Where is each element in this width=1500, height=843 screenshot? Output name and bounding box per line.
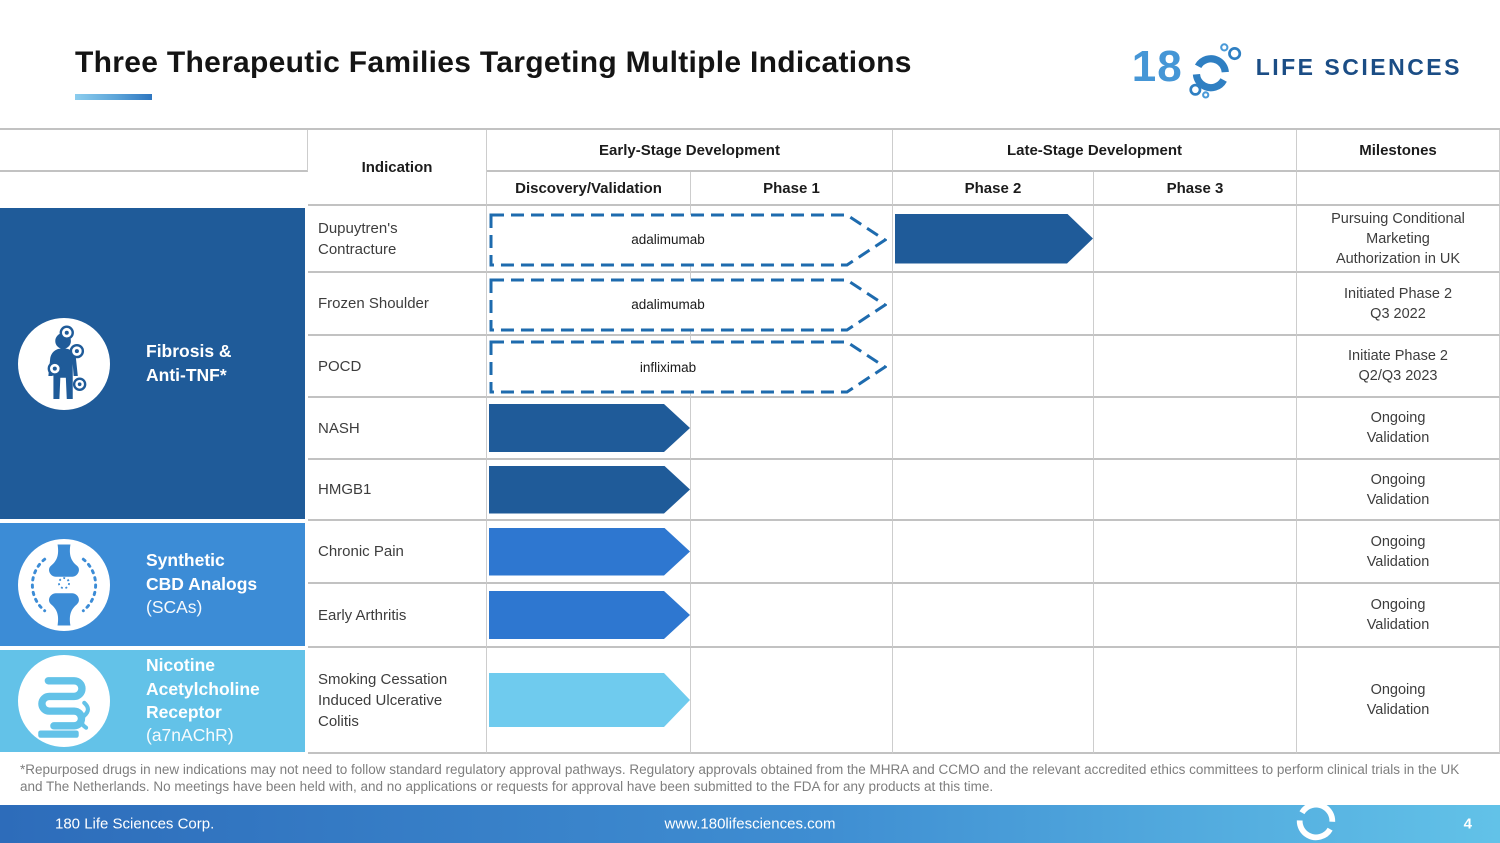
- drug-label: infliximab: [639, 359, 697, 375]
- dashed-arrow-overlay: adalimumab: [489, 273, 893, 336]
- indication-cell: NASH: [308, 398, 487, 460]
- family-block-fibrosis-anti-tnf: Fibrosis & Anti-TNF*: [0, 208, 305, 519]
- joint-icon: [18, 538, 110, 631]
- footnote-text: *Repurposed drugs in new indications may…: [20, 762, 1460, 794]
- column-header-discovery-validation: Discovery/Validation: [487, 172, 691, 206]
- pipeline-cell: [691, 460, 893, 521]
- page-title: Three Therapeutic Families Targeting Mul…: [75, 46, 912, 79]
- indication-cell: Chronic Pain: [308, 521, 487, 584]
- discovery-progress-arrow: [489, 466, 690, 514]
- milestone-cell: Initiated Phase 2 Q3 2022: [1297, 273, 1500, 336]
- milestone-cell: Ongoing Validation: [1297, 398, 1500, 460]
- milestone-cell: Ongoing Validation: [1297, 521, 1500, 584]
- company-logo: 18 LIFE SCIENCES: [1132, 34, 1462, 100]
- family-label-line: Anti-TNF*: [146, 364, 227, 385]
- pipeline-cell: [1094, 584, 1297, 648]
- family-label-line: (SCAs): [146, 597, 203, 618]
- dashed-pipeline-arrow-icon: [489, 278, 887, 331]
- footer-company-name: 180 Life Sciences Corp.: [55, 815, 215, 833]
- pipeline-cell: [691, 398, 893, 460]
- pipeline-table: Indication Early-Stage Development Late-…: [0, 128, 1500, 754]
- family-label-fibrosis: Fibrosis & Anti-TNF*: [146, 340, 232, 387]
- pipeline-cell: [1094, 273, 1297, 336]
- column-header-milestones: Milestones: [1297, 130, 1500, 172]
- pipeline-cell: [1094, 648, 1297, 754]
- indication-cell: Smoking Cessation Induced Ulcerative Col…: [308, 648, 487, 754]
- logo-18-text: 18: [1131, 42, 1183, 91]
- drug-label: adalimumab: [631, 297, 705, 312]
- dashed-arrow-overlay: infliximab: [489, 336, 893, 398]
- title-underline-accent: [75, 94, 152, 100]
- pipeline-cell: [487, 398, 691, 460]
- column-header-phase3: Phase 3: [1094, 172, 1297, 206]
- family-label-line: Receptor: [146, 702, 222, 722]
- pipeline-cell: [691, 648, 893, 754]
- dashed-arrow-overlay: adalimumab: [489, 206, 893, 273]
- pipeline-cell: [1094, 521, 1297, 584]
- pipeline-cell: [487, 584, 691, 648]
- indication-cell: POCD: [308, 336, 487, 398]
- milestone-cell: Ongoing Validation: [1297, 648, 1500, 754]
- family-label-line: Fibrosis &: [146, 341, 232, 362]
- pipeline-cell: [487, 521, 691, 584]
- indication-cell: Early Arthritis: [308, 584, 487, 648]
- dashed-pipeline-arrow-icon: [489, 213, 887, 266]
- pipeline-cell: [893, 273, 1094, 336]
- family-label-scas: Synthetic CBD Analogs (SCAs): [146, 549, 257, 619]
- column-header-indication: Indication: [308, 130, 487, 206]
- milestone-cell: Initiate Phase 2 Q2/Q3 2023: [1297, 336, 1500, 398]
- pipeline-cell: [691, 521, 893, 584]
- pipeline-cell: [1094, 206, 1297, 273]
- page-number: 4: [1463, 815, 1472, 833]
- pipeline-cell: [893, 584, 1094, 648]
- column-header-phase1: Phase 1: [691, 172, 893, 206]
- discovery-progress-arrow: [489, 528, 690, 576]
- family-label-line: Nicotine: [146, 655, 216, 676]
- footer-swirl-logo-icon: [1296, 801, 1336, 841]
- pipeline-cell: [893, 648, 1094, 754]
- body-targets-icon: [18, 317, 110, 410]
- milestone-cell: Pursuing Conditional Marketing Authoriza…: [1297, 206, 1500, 273]
- column-header-milestones-spacer: [1297, 172, 1500, 206]
- column-header-late-stage: Late-Stage Development: [893, 130, 1297, 172]
- discovery-progress-arrow: [489, 591, 690, 639]
- pipeline-cell: [893, 336, 1094, 398]
- family-label-line: Synthetic: [146, 550, 225, 571]
- pipeline-cell: [1094, 336, 1297, 398]
- pipeline-cell: [487, 648, 691, 754]
- pipeline-cell: [1094, 398, 1297, 460]
- family-label-nachr: Nicotine Acetylcholine Receptor (a7nAChR…: [146, 654, 260, 748]
- column-header-phase2: Phase 2: [893, 172, 1094, 206]
- footer-website: www.180lifesciences.com: [664, 815, 836, 833]
- milestone-cell: Ongoing Validation: [1297, 584, 1500, 648]
- logo-zero-bubbles-icon: [1189, 43, 1241, 99]
- pipeline-cell: [691, 584, 893, 648]
- pipeline-cell: [893, 521, 1094, 584]
- family-label-line: Acetylcholine: [146, 678, 260, 699]
- discovery-progress-arrow: [489, 673, 690, 727]
- dashed-pipeline-arrow-icon: [489, 340, 887, 394]
- logo-company-name: LIFE SCIENCES: [1255, 53, 1462, 80]
- milestone-cell: Ongoing Validation: [1297, 460, 1500, 521]
- pipeline-cell: [893, 206, 1094, 273]
- phase2-progress-arrow: [895, 214, 1093, 264]
- family-block-synthetic-cbd-analogs: Synthetic CBD Analogs (SCAs): [0, 523, 305, 646]
- family-label-line: CBD Analogs: [146, 573, 258, 594]
- discovery-progress-arrow: [489, 404, 690, 452]
- column-header-early-stage: Early-Stage Development: [487, 130, 893, 172]
- family-label-line: (a7nAChR): [146, 725, 234, 746]
- indication-cell: HMGB1: [308, 460, 487, 521]
- pipeline-cell: [1094, 460, 1297, 521]
- footer-bar: 180 Life Sciences Corp. www.180lifescien…: [0, 801, 1500, 843]
- intestine-cigarette-icon: [18, 655, 110, 747]
- drug-label: adalimumab: [631, 232, 705, 247]
- pipeline-cell: [487, 460, 691, 521]
- indication-cell: Dupuytren's Contracture: [308, 206, 487, 273]
- table-corner-cell: [0, 130, 308, 172]
- pipeline-cell: [893, 398, 1094, 460]
- family-block-nicotine-acetylcholine-receptor: Nicotine Acetylcholine Receptor (a7nAChR…: [0, 650, 305, 752]
- indication-cell: Frozen Shoulder: [308, 273, 487, 336]
- pipeline-cell: [893, 460, 1094, 521]
